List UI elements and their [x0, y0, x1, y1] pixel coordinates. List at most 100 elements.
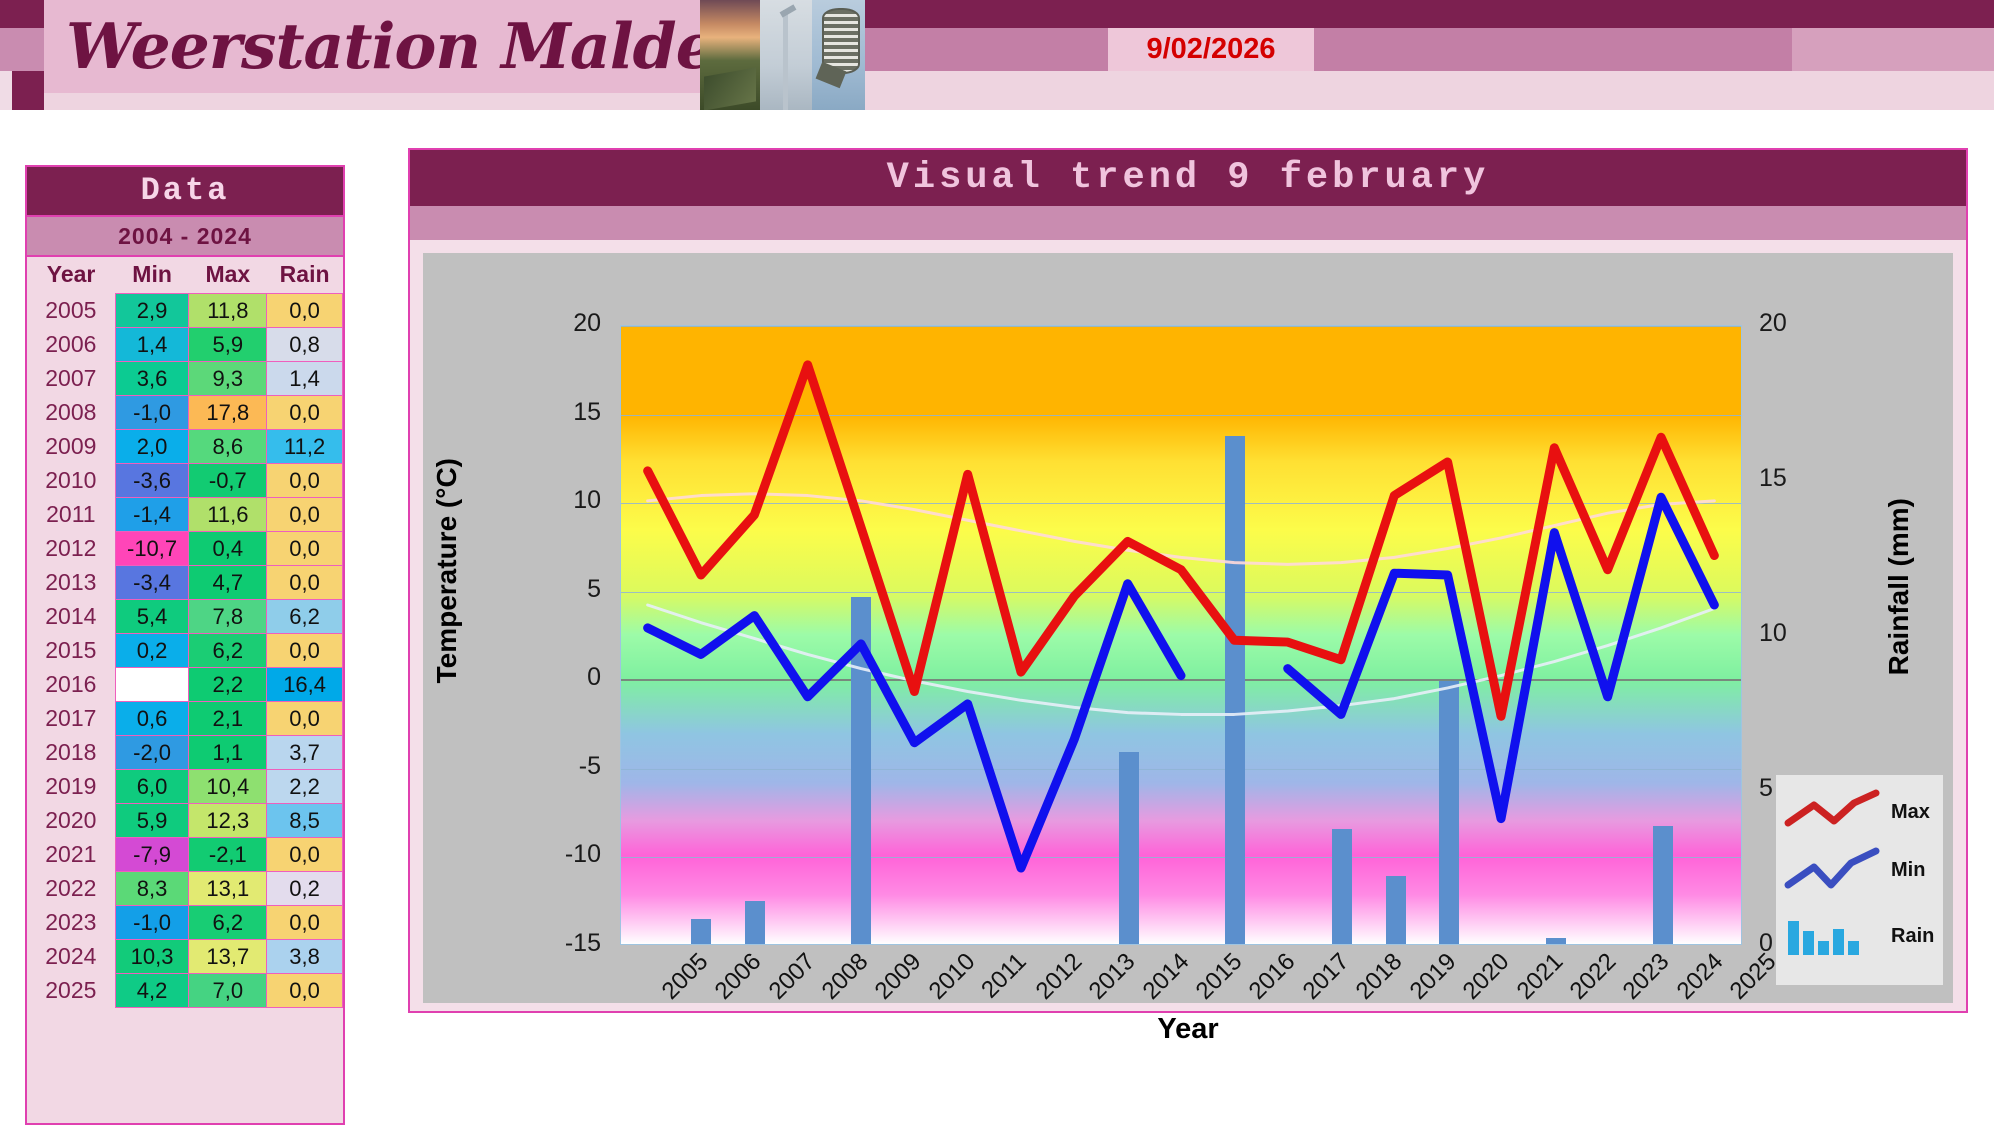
photo-strip: [700, 0, 865, 110]
cell-max: 4,7: [188, 565, 268, 600]
cell-min: 1,4: [114, 327, 190, 362]
cell-rain: 0,0: [266, 497, 343, 532]
y-tick-left: -15: [564, 929, 601, 957]
data-table-range: 2004 - 2024: [27, 217, 343, 257]
x-tick: 2015: [1190, 948, 1248, 1005]
table-row: 2006 1,4 5,9 0,8: [27, 327, 343, 362]
x-tick: 2020: [1457, 948, 1515, 1005]
cell-max: 12,3: [188, 803, 268, 838]
cell-year: 2017: [27, 701, 116, 736]
table-row: 2011 -1,4 11,6 0,0: [27, 497, 343, 532]
x-tick: 2012: [1030, 948, 1088, 1005]
table-row: 2012 -10,7 0,4 0,0: [27, 531, 343, 566]
rain-bar: [1439, 680, 1460, 944]
rain-bar: [1332, 829, 1353, 944]
cell-rain: 0,2: [266, 871, 343, 906]
cell-min: [114, 667, 190, 702]
gridline: [621, 326, 1741, 327]
cell-year: 2011: [27, 497, 116, 532]
min-line: [1283, 492, 1719, 824]
cell-max: 11,8: [188, 293, 268, 328]
table-row: 2018 -2,0 1,1 3,7: [27, 735, 343, 770]
cell-min: -1,0: [114, 905, 190, 940]
cell-year: 2019: [27, 769, 116, 804]
cell-year: 2013: [27, 565, 116, 600]
gridline: [621, 503, 1741, 505]
x-tick: 2022: [1564, 948, 1622, 1005]
legend-label-max: Max: [1891, 801, 1930, 823]
min-line: [643, 579, 1186, 873]
rain-bar: [851, 596, 872, 944]
cell-max: 7,8: [188, 599, 268, 634]
table-row: 2014 5,4 7,8 6,2: [27, 599, 343, 634]
x-tick: 2019: [1404, 948, 1462, 1005]
gridline: [621, 414, 1741, 416]
cell-rain: 3,8: [266, 939, 343, 974]
table-row: 2022 8,3 13,1 0,2: [27, 871, 343, 906]
legend-item-max: Max: [1776, 779, 1943, 849]
chart-legend: Max Min Rain: [1776, 775, 1943, 985]
chart-area: Temperature (°C) Rainfall (mm) 20 15 10 5 0-…: [423, 206, 1953, 1045]
x-tick: 2017: [1297, 948, 1355, 1005]
cell-year: 2015: [27, 633, 116, 668]
cell-max: 6,2: [188, 633, 268, 668]
site-title: Weerstation Malderen: [66, 9, 832, 83]
gridline: [621, 679, 1741, 682]
cell-max: 5,9: [188, 327, 268, 362]
page-header: Weerstation Malderen 9/02/2026: [0, 0, 1994, 110]
solar-panel-photo: [700, 0, 760, 110]
x-axis-label: Year: [1157, 1013, 1219, 1045]
y-tick-left: 10: [573, 486, 601, 515]
x-tick: 2010: [923, 948, 981, 1005]
gridline: [621, 768, 1741, 770]
cell-year: 2020: [27, 803, 116, 838]
cell-max: 17,8: [188, 395, 268, 430]
rain-bar: [1652, 826, 1673, 944]
cell-min: 2,0: [114, 429, 190, 464]
cell-year: 2024: [27, 939, 116, 974]
table-header-row: Year Min Max Rain: [27, 257, 343, 294]
rain-bar: [744, 900, 765, 944]
table-row: 2017 0,6 2,1 0,0: [27, 701, 343, 736]
cell-year: 2006: [27, 327, 116, 362]
y-tick-right: 5: [1759, 774, 1773, 802]
table-row: 2023 -1,0 6,2 0,0: [27, 905, 343, 940]
cell-min: 4,2: [114, 973, 190, 1008]
table-row: 2009 2,0 8,6 11,2: [27, 429, 343, 464]
cell-min: 2,9: [114, 293, 190, 328]
cell-min: 5,9: [114, 803, 190, 838]
table-row: 2005 2,9 11,8 0,0: [27, 293, 343, 328]
cell-max: 1,1: [188, 735, 268, 770]
table-row: 2015 0,2 6,2 0,0: [27, 633, 343, 668]
date-badge: 9/02/2026: [1108, 28, 1314, 71]
cell-min: -1,4: [114, 497, 190, 532]
x-tick: 2006: [709, 948, 767, 1005]
cell-min: 6,0: [114, 769, 190, 804]
cell-min: 3,6: [114, 361, 190, 396]
x-tick: 2007: [763, 948, 821, 1005]
cell-year: 2009: [27, 429, 116, 464]
table-body: 2005 2,9 11,8 0,0 2006 1,4 5,9 0,8 2007 3,6 9,3 1,4…: [27, 293, 343, 1008]
cell-rain: 0,0: [266, 701, 343, 736]
plot-canvas: [620, 325, 1742, 945]
legend-label-rain: Rain: [1891, 925, 1935, 947]
title-plate: [44, 0, 704, 93]
rain-bar: [1118, 751, 1139, 944]
y-axis-label-right: Rainfall (mm): [1883, 498, 1914, 676]
x-tick: 2005: [656, 948, 714, 1005]
y-tick-right: 20: [1759, 309, 1787, 337]
chart-panel: Visual trend 9 february Temperature (°C)…: [408, 148, 1968, 1045]
y-tick-left: -10: [564, 840, 601, 869]
min-trend-line: [646, 603, 1716, 716]
weather-data-table: Year Min Max Rain 2005 2,9 11,8 0,0 2006 1,4 5…: [27, 257, 343, 1008]
header-left-accent-low: [0, 71, 12, 110]
cell-rain: 8,5: [266, 803, 343, 838]
cell-rain: 0,0: [266, 395, 343, 430]
table-row: 2007 3,6 9,3 1,4: [27, 361, 343, 396]
radiation-shield-photo: [812, 0, 865, 110]
cell-max: 7,0: [188, 973, 268, 1008]
x-tick: 2008: [816, 948, 874, 1005]
cell-max: 9,3: [188, 361, 268, 396]
cell-max: 2,1: [188, 701, 268, 736]
x-tick: 2011: [976, 948, 1032, 1004]
